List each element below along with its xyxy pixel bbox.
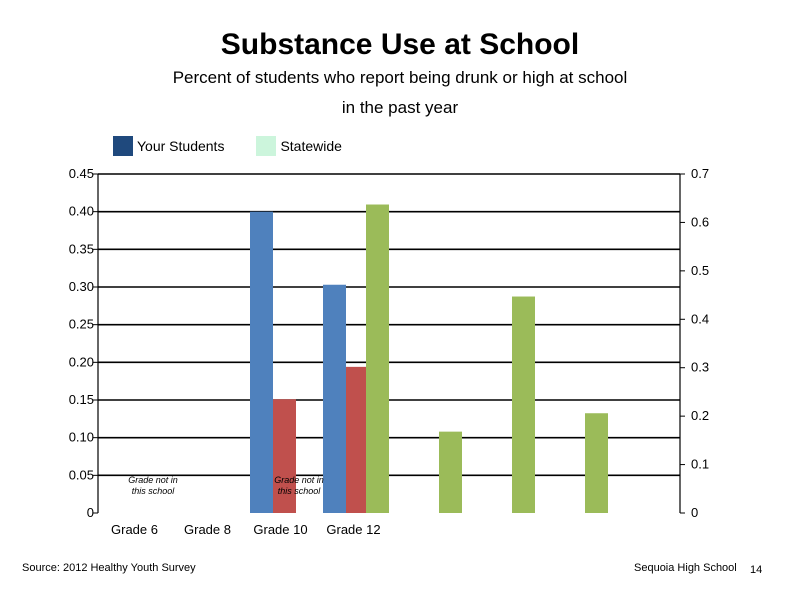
x-axis-category-label: Grade 6 xyxy=(111,522,158,537)
bar xyxy=(250,211,273,513)
school-name: Sequoia High School xyxy=(634,562,737,574)
right-axis-tick-label: 0.3 xyxy=(691,360,709,375)
chart-subtitle-line2: in the past year xyxy=(341,98,459,117)
left-axis-tick-label: 0.40 xyxy=(69,204,94,219)
bar xyxy=(346,366,369,513)
left-axis-tick-label: 0.30 xyxy=(69,279,94,294)
bar xyxy=(273,399,296,513)
bar xyxy=(439,431,462,513)
right-axis-tick-label: 0.7 xyxy=(691,166,709,181)
bar xyxy=(323,284,346,513)
legend-label-statewide: Statewide xyxy=(280,138,342,154)
x-axis-category-label: Grade 12 xyxy=(326,522,380,537)
left-axis-tick-label: 0.45 xyxy=(69,166,94,181)
legend-item-statewide: Statewide xyxy=(256,136,342,156)
right-axis-tick-label: 0.5 xyxy=(691,263,709,278)
annotation-line2: this school xyxy=(278,486,322,496)
left-axis-tick-label: 0.20 xyxy=(69,354,94,369)
legend-swatch-your-students xyxy=(113,136,133,156)
legend-label-your-students: Your Students xyxy=(137,138,225,154)
x-axis-category-label: Grade 8 xyxy=(184,522,231,537)
right-axis-tick-label: 0.6 xyxy=(691,214,709,229)
left-axis-tick-label: 0.35 xyxy=(69,241,94,256)
bar xyxy=(366,204,389,513)
page-number: 14 xyxy=(750,564,763,576)
left-axis-tick-label: 0.10 xyxy=(69,430,94,445)
chart-subtitle-line1: Percent of students who report being dru… xyxy=(172,68,628,87)
chart-title: Substance Use at School xyxy=(220,28,580,61)
legend-item-your-students: Your Students xyxy=(113,136,224,156)
annotation-line1: Grade not in xyxy=(128,475,178,485)
legend-swatch-statewide xyxy=(256,136,277,156)
chart-legend: Your Students Statewide xyxy=(113,136,374,156)
right-axis-tick-label: 0 xyxy=(691,505,698,520)
right-axis-tick-label: 0.4 xyxy=(691,311,709,326)
left-axis-tick-label: 0 xyxy=(87,505,94,520)
annotation-line1: Grade not in xyxy=(274,475,324,485)
source-note: Source: 2012 Healthy Youth Survey xyxy=(22,562,196,574)
left-axis-tick-label: 0.25 xyxy=(69,317,94,332)
left-axis-tick-label: 0.15 xyxy=(69,392,94,407)
annotation-line2: this school xyxy=(132,486,176,496)
right-axis-tick-label: 0.2 xyxy=(691,408,709,423)
left-axis-tick-label: 0.05 xyxy=(69,467,94,482)
x-axis-category-label: Grade 10 xyxy=(253,522,307,537)
right-axis-tick-label: 0.1 xyxy=(691,457,709,472)
bar xyxy=(512,296,535,513)
bar xyxy=(585,413,608,513)
